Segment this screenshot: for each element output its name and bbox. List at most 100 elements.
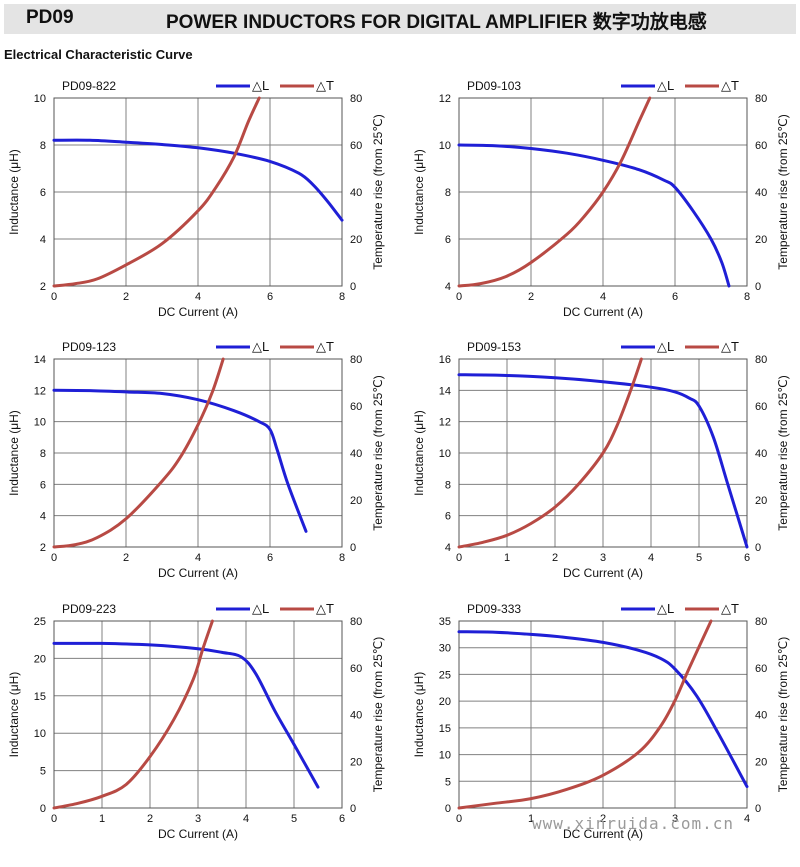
x-tick-label: 5 — [696, 552, 702, 564]
y-tick-label: 10 — [439, 140, 451, 152]
x-tick-label: 6 — [267, 291, 273, 303]
x-axis-label: DC Current (A) — [158, 566, 238, 580]
y-axis-label: Inductance (μH) — [412, 149, 426, 235]
page-title: POWER INDUCTORS FOR DIGITAL AMPLIFIER 数字… — [166, 12, 707, 33]
x-tick-label: 4 — [195, 552, 201, 564]
header-bar: PD09 POWER INDUCTORS FOR DIGITAL AMPLIFI… — [4, 4, 796, 34]
legend-label-temperature: △T — [316, 339, 334, 354]
y2-axis-label: Temperature rise (from 25℃) — [776, 114, 790, 270]
legend-label-inductance: △L — [252, 78, 269, 93]
y-tick-label: 30 — [439, 643, 451, 655]
x-tick-label: 3 — [600, 552, 606, 564]
y2-tick-label: 40 — [350, 187, 362, 199]
y-axis-label: Inductance (μH) — [412, 410, 426, 496]
x-tick-label: 0 — [51, 813, 57, 825]
legend-label-inductance: △L — [657, 601, 674, 616]
chart-title: PD09-153 — [467, 340, 521, 354]
y-tick-label: 4 — [445, 281, 451, 293]
y2-tick-label: 20 — [755, 495, 767, 507]
y-tick-label: 6 — [40, 479, 46, 491]
y2-tick-label: 60 — [350, 140, 362, 152]
temperature-curve — [52, 96, 261, 288]
x-tick-label: 6 — [672, 291, 678, 303]
x-tick-label: 1 — [504, 552, 510, 564]
y-axis-label: Inductance (μH) — [412, 672, 426, 758]
x-tick-label: 6 — [744, 552, 750, 564]
chart-title: PD09-822 — [62, 79, 116, 93]
inductance-curve — [457, 143, 731, 288]
y-tick-label: 10 — [439, 448, 451, 460]
legend-label-inductance: △L — [657, 339, 674, 354]
x-tick-label: 2 — [147, 813, 153, 825]
y2-tick-label: 60 — [350, 401, 362, 413]
x-tick-label: 2 — [123, 291, 129, 303]
legend-label-temperature: △T — [721, 78, 739, 93]
inductance-curve — [457, 630, 749, 789]
y-tick-label: 10 — [439, 750, 451, 762]
x-tick-label: 2 — [528, 291, 534, 303]
y-axis-label: Inductance (μH) — [7, 149, 21, 235]
x-tick-label: 5 — [291, 813, 297, 825]
y-tick-label: 16 — [439, 354, 451, 366]
y2-tick-label: 60 — [755, 663, 767, 675]
y-tick-label: 5 — [445, 776, 451, 788]
x-tick-label: 2 — [552, 552, 558, 564]
legend-label-temperature: △T — [721, 601, 739, 616]
watermark: www.xinruida.com.cn — [532, 814, 735, 833]
section-title: Electrical Characteristic Curve — [4, 47, 193, 62]
y2-tick-label: 40 — [755, 187, 767, 199]
y-tick-label: 6 — [40, 187, 46, 199]
y2-tick-label: 0 — [755, 803, 761, 815]
x-tick-label: 8 — [339, 552, 345, 564]
plot-frame — [458, 620, 748, 809]
y2-tick-label: 40 — [350, 448, 362, 460]
inductance-curve — [457, 373, 749, 549]
y-tick-label: 6 — [445, 234, 451, 246]
y-tick-label: 5 — [40, 766, 46, 778]
x-tick-label: 1 — [528, 813, 534, 825]
x-axis-label: DC Current (A) — [563, 305, 643, 319]
y-tick-label: 8 — [40, 140, 46, 152]
model-code: PD09 — [26, 7, 74, 28]
y2-axis-label: Temperature rise (from 25℃) — [776, 637, 790, 793]
x-tick-label: 0 — [456, 552, 462, 564]
y2-tick-label: 0 — [350, 803, 356, 815]
y-tick-label: 12 — [439, 417, 451, 429]
chart-title: PD09-223 — [62, 602, 116, 616]
y2-tick-label: 80 — [350, 354, 362, 366]
chart-title: PD09-333 — [467, 602, 521, 616]
y-tick-label: 8 — [445, 187, 451, 199]
y2-tick-label: 40 — [755, 710, 767, 722]
x-tick-label: 6 — [267, 552, 273, 564]
y2-tick-label: 20 — [755, 234, 767, 246]
y2-tick-label: 80 — [755, 616, 767, 628]
y-tick-label: 8 — [445, 479, 451, 491]
y2-tick-label: 20 — [350, 495, 362, 507]
y-tick-label: 8 — [40, 448, 46, 460]
plot-frame — [458, 97, 748, 287]
legend-label-inductance: △L — [252, 339, 269, 354]
legend-label-temperature: △T — [721, 339, 739, 354]
x-tick-label: 2 — [600, 813, 606, 825]
y2-tick-label: 80 — [755, 93, 767, 105]
temperature-curve — [52, 619, 214, 810]
inductance-curve — [52, 388, 308, 533]
x-tick-label: 0 — [51, 552, 57, 564]
y-tick-label: 0 — [40, 803, 46, 815]
x-tick-label: 4 — [195, 291, 201, 303]
x-tick-label: 0 — [456, 813, 462, 825]
y2-tick-label: 80 — [350, 616, 362, 628]
y-tick-label: 14 — [439, 385, 451, 397]
legend-label-temperature: △T — [316, 601, 334, 616]
y-tick-label: 10 — [34, 728, 46, 740]
temperature-curve — [457, 357, 643, 549]
y-tick-label: 35 — [439, 616, 451, 628]
y-tick-label: 10 — [34, 417, 46, 429]
legend-label-inductance: △L — [657, 78, 674, 93]
x-axis-label: DC Current (A) — [563, 566, 643, 580]
